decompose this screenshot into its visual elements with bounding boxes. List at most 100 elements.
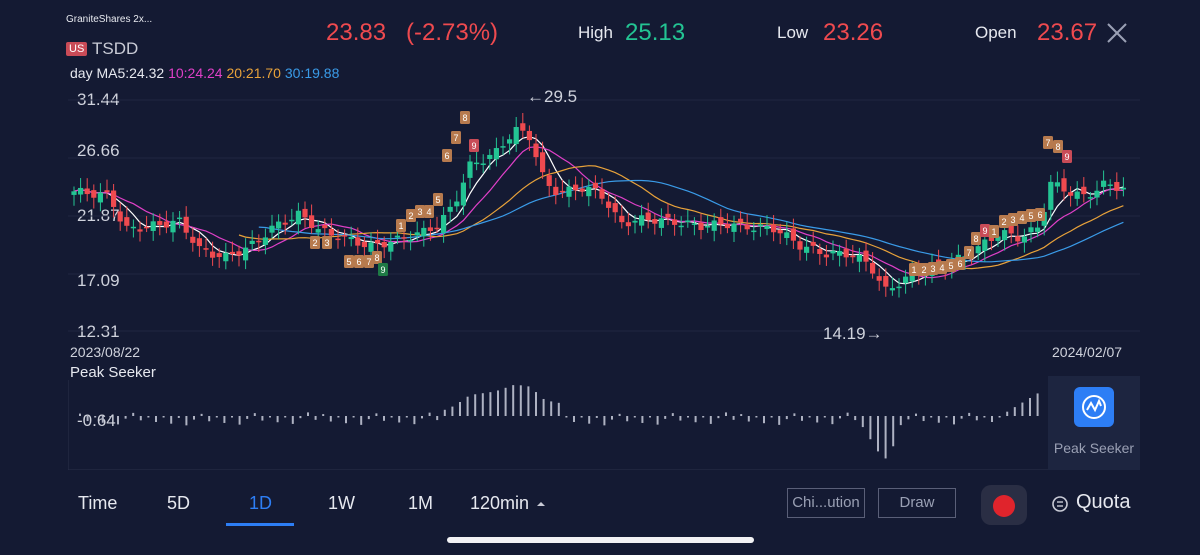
quota-label[interactable]: Quota — [1076, 491, 1131, 513]
price-change: (-2.73%) — [406, 19, 499, 46]
home-indicator[interactable] — [447, 537, 754, 543]
svg-text:8: 8 — [973, 234, 978, 244]
svg-text:6: 6 — [1037, 210, 1042, 220]
td-marker: 6 — [1035, 208, 1045, 221]
high-label: High — [578, 23, 613, 42]
td-marker: 2 — [310, 236, 320, 249]
td-marker: 5 — [1026, 209, 1036, 222]
svg-text:3: 3 — [930, 264, 935, 274]
quota-icon[interactable] — [1050, 494, 1070, 514]
td-marker: 9 — [980, 224, 990, 237]
open-value: 23.67 — [1037, 19, 1098, 46]
ma30-value: 30:19.88 — [284, 65, 340, 81]
svg-text:9: 9 — [982, 226, 987, 236]
td-marker: 3 — [1008, 213, 1018, 226]
td-marker: 4 — [424, 205, 434, 218]
td-marker: 5 — [344, 255, 354, 268]
td-marker: 8 — [460, 111, 470, 124]
high-value: 25.13 — [625, 19, 686, 46]
tab-1d[interactable]: 1D — [249, 493, 273, 513]
td-marker: 6 — [442, 149, 452, 162]
peak-seeker-button[interactable]: Peak Seeker — [1048, 376, 1140, 470]
svg-text:8: 8 — [1055, 142, 1060, 152]
svg-text:8: 8 — [374, 253, 379, 263]
tab-active-indicator — [226, 523, 294, 526]
svg-text:7: 7 — [453, 133, 458, 143]
svg-text:9: 9 — [471, 141, 476, 151]
td-marker: 1 — [396, 219, 406, 232]
chart-grid — [68, 99, 1140, 332]
tab-time[interactable]: Time — [78, 493, 118, 513]
td-marker: 9 — [1062, 150, 1072, 163]
record-icon — [993, 495, 1015, 517]
peak-seeker-label: Peak Seeker — [1053, 440, 1135, 456]
high-annotation: ←29.5 — [527, 87, 578, 106]
svg-text:9: 9 — [1064, 152, 1069, 162]
svg-text:6: 6 — [356, 257, 361, 267]
current-price: 23.83 — [326, 19, 387, 46]
td-marker: 2 — [999, 215, 1009, 228]
svg-text:1: 1 — [991, 227, 996, 237]
svg-text:6: 6 — [957, 259, 962, 269]
td-marker: 5 — [433, 193, 443, 206]
tab-5d[interactable]: 5D — [167, 493, 191, 513]
low-value: 23.26 — [823, 19, 884, 46]
svg-text:3: 3 — [324, 238, 329, 248]
svg-text:7: 7 — [366, 257, 371, 267]
market-badge: US — [66, 42, 88, 56]
end-date: 2024/02/07 — [1052, 344, 1123, 360]
start-date: 2023/08/22 — [70, 344, 141, 360]
td-marker: 6 — [955, 257, 965, 270]
tab-120min[interactable]: 120min — [470, 493, 530, 513]
peak-seeker-histogram — [68, 380, 1048, 470]
draw-button[interactable]: Draw — [878, 488, 956, 518]
tab-1m[interactable]: 1M — [408, 493, 434, 513]
svg-text:2: 2 — [408, 211, 413, 221]
indicator-name: Peak Seeker — [70, 364, 156, 381]
td-marker: 2 — [406, 209, 416, 222]
svg-text:5: 5 — [948, 261, 953, 271]
close-icon[interactable] — [1106, 22, 1128, 44]
svg-text:7: 7 — [966, 248, 971, 258]
td-marker: 1 — [909, 263, 919, 276]
td-marker: 7 — [964, 246, 974, 259]
svg-text:1: 1 — [911, 265, 916, 275]
td-marker: 8 — [1053, 140, 1063, 153]
tab-1w[interactable]: 1W — [328, 493, 355, 513]
svg-text:4: 4 — [1019, 213, 1024, 223]
svg-text:5: 5 — [346, 257, 351, 267]
low-annotation: 14.19→ — [823, 324, 883, 343]
peak-seeker-icon — [1074, 387, 1114, 427]
svg-text:2: 2 — [312, 238, 317, 248]
td-marker: 6 — [354, 255, 364, 268]
chip-distribution-button[interactable]: Chi...ution — [787, 488, 865, 518]
svg-text:1: 1 — [398, 221, 403, 231]
record-button[interactable] — [981, 485, 1027, 525]
caret-up-icon[interactable] — [536, 500, 546, 508]
svg-text:2: 2 — [921, 265, 926, 275]
td-marker: 9 — [469, 139, 479, 152]
td-marker: 5 — [946, 259, 956, 272]
td-marker: 4 — [1017, 211, 1027, 224]
open-label: Open — [975, 23, 1017, 42]
y-tick-4: 17.09 — [77, 271, 120, 290]
ma5-value: MA5:24.32 — [96, 65, 165, 81]
ma10-value: 10:24.24 — [168, 65, 223, 81]
td-marker: 8 — [971, 232, 981, 245]
indicator-value: -0.64 — [77, 411, 116, 430]
svg-text:4: 4 — [426, 207, 431, 217]
svg-text:5: 5 — [435, 195, 440, 205]
svg-text:7: 7 — [1045, 138, 1050, 148]
svg-text:5: 5 — [1028, 211, 1033, 221]
td-marker: 3 — [322, 236, 332, 249]
period-label: day — [70, 65, 93, 81]
ticker-symbol: TSDD — [92, 39, 139, 58]
svg-text:9: 9 — [380, 265, 385, 275]
ma-bar: day MA5:24.32 10:24.24 20:21.70 30:19.88 — [70, 65, 339, 81]
td-marker: 4 — [937, 261, 947, 274]
ma20-value: 20:21.70 — [226, 65, 281, 81]
svg-text:3: 3 — [417, 207, 422, 217]
td-marker: 9 — [378, 263, 388, 276]
